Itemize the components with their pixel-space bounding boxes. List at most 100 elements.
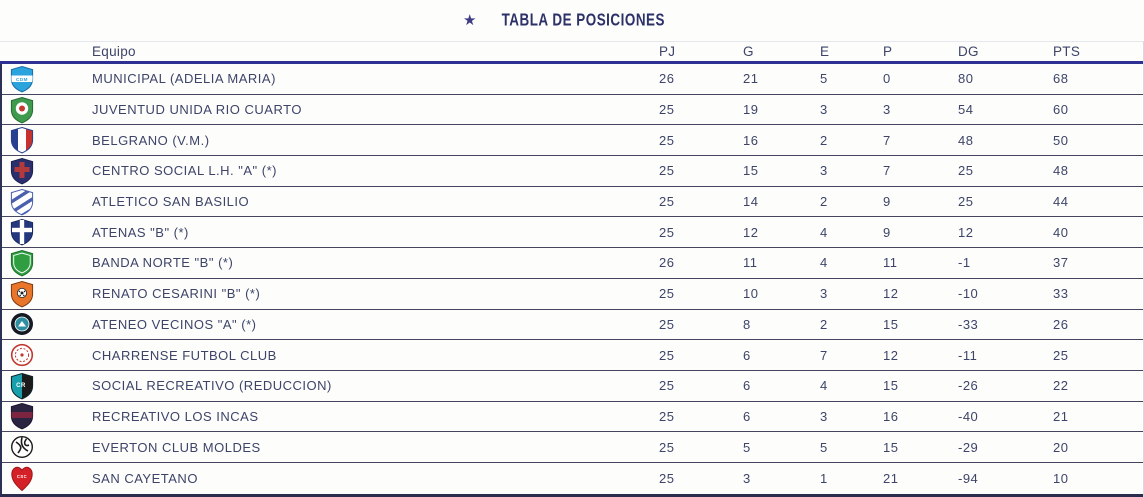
team-name: CENTRO SOCIAL L.H. "A" (*) <box>92 163 277 179</box>
cell-dg: 25 <box>958 163 974 179</box>
cell-pts: 68 <box>1053 71 1069 87</box>
table-row: ATENEO VECINOS "A" (*) 25 8 2 15 -33 26 <box>2 310 1143 341</box>
cell-dg: -1 <box>958 255 971 271</box>
team-name: ATENEO VECINOS "A" (*) <box>92 316 257 332</box>
table-row: CSC SAN CAYETANO 25 3 1 21 -94 10 <box>2 463 1143 494</box>
team-name: SAN CAYETANO <box>92 470 198 486</box>
cell-pj: 25 <box>659 102 675 118</box>
team-name: ATLETICO SAN BASILIO <box>92 194 250 210</box>
renato-cesarini-crest <box>2 280 92 308</box>
table-row: CDM MUNICIPAL (ADELIA MARIA) 26 21 5 0 80 68 <box>2 64 1143 95</box>
cell-pts: 33 <box>1053 286 1069 302</box>
table-row: ATENAS "B" (*) 25 12 4 9 12 40 <box>2 217 1143 249</box>
cell-dg: 54 <box>958 102 974 118</box>
standings-table: Equipo PJ G E P DG PTS CDM MUNICIPAL (ADELIA MA… <box>0 41 1144 497</box>
municipal-adelia-maria-crest: CDM <box>2 65 92 93</box>
column-header-e: E <box>820 44 830 59</box>
column-header-equipo: Equipo <box>92 44 136 59</box>
table-row: CR SOCIAL RECREATIVO (REDUCCION) 25 6 4 15 -26… <box>2 371 1143 402</box>
cell-p: 7 <box>883 132 891 148</box>
cell-p: 9 <box>883 194 891 210</box>
cell-pts: 37 <box>1053 255 1069 271</box>
cell-e: 2 <box>820 132 828 148</box>
banda-norte-crest <box>2 249 92 277</box>
table-row: JUVENTUD UNIDA RIO CUARTO 25 19 3 3 54 60 <box>2 95 1143 126</box>
cell-g: 10 <box>743 286 759 302</box>
cell-p: 15 <box>883 378 899 394</box>
table-row: RECREATIVO LOS INCAS 25 6 3 16 -40 21 <box>2 402 1143 433</box>
cell-g: 6 <box>743 347 751 363</box>
svg-text:CDM: CDM <box>16 77 28 82</box>
cell-p: 16 <box>883 408 899 424</box>
cell-g: 11 <box>743 255 758 271</box>
cell-p: 11 <box>883 255 898 271</box>
cell-pts: 44 <box>1053 194 1069 210</box>
cell-e: 5 <box>820 439 828 455</box>
cell-p: 12 <box>883 286 899 302</box>
cell-p: 12 <box>883 347 899 363</box>
team-name: ATENAS "B" (*) <box>92 224 189 240</box>
cell-pts: 25 <box>1053 347 1069 363</box>
cell-p: 3 <box>883 102 891 118</box>
column-header-pts: PTS <box>1053 44 1081 59</box>
team-name: CHARRENSE FUTBOL CLUB <box>92 347 277 363</box>
column-header-dg: DG <box>958 44 979 59</box>
cell-e: 4 <box>820 255 828 271</box>
cell-pj: 25 <box>659 408 675 424</box>
cell-pj: 25 <box>659 316 675 332</box>
belgrano-crest <box>2 126 92 154</box>
cell-pts: 50 <box>1053 132 1069 148</box>
cell-e: 3 <box>820 286 828 302</box>
cell-g: 8 <box>743 316 751 332</box>
table-header: Equipo PJ G E P DG PTS <box>0 42 1143 64</box>
cell-pj: 25 <box>659 163 675 179</box>
cell-pj: 25 <box>659 132 675 148</box>
cell-g: 19 <box>743 102 759 118</box>
cell-e: 1 <box>820 470 828 486</box>
team-name: EVERTON CLUB MOLDES <box>92 439 261 455</box>
cell-dg: -26 <box>958 378 979 394</box>
cell-dg: -29 <box>958 439 979 455</box>
charrense-crest <box>2 341 92 369</box>
team-name: BANDA NORTE "B" (*) <box>92 255 234 271</box>
cell-e: 4 <box>820 224 828 240</box>
cell-dg: -11 <box>958 347 978 363</box>
cell-e: 4 <box>820 378 828 394</box>
cell-dg: 12 <box>958 224 974 240</box>
table-row: EVERTON CLUB MOLDES 25 5 5 15 -29 20 <box>2 432 1143 463</box>
cell-pts: 40 <box>1053 224 1069 240</box>
cell-dg: 48 <box>958 132 974 148</box>
svg-text:CR: CR <box>16 383 26 389</box>
cell-g: 6 <box>743 408 751 424</box>
title-text: TABLA DE POSICIONES <box>502 10 666 30</box>
cell-dg: -10 <box>958 286 979 302</box>
cell-g: 3 <box>743 470 751 486</box>
cell-g: 14 <box>743 194 759 210</box>
cell-pts: 10 <box>1053 470 1069 486</box>
social-recreativo-crest: CR <box>2 372 92 400</box>
cell-pj: 25 <box>659 378 675 394</box>
cell-dg: -94 <box>958 470 979 486</box>
column-header-pj: PJ <box>659 44 676 59</box>
table-row: RENATO CESARINI "B" (*) 25 10 3 12 -10 33 <box>2 279 1143 310</box>
cell-dg: 25 <box>958 194 974 210</box>
cell-p: 21 <box>883 470 899 486</box>
cell-g: 21 <box>743 71 759 87</box>
cell-pj: 25 <box>659 194 675 210</box>
cell-g: 6 <box>743 378 751 394</box>
column-header-g: G <box>743 44 754 59</box>
team-name: RENATO CESARINI "B" (*) <box>92 286 261 302</box>
atenas-crest <box>2 218 92 246</box>
centro-social-crest <box>2 157 92 185</box>
team-name: BELGRANO (V.M.) <box>92 132 210 148</box>
page-title: ★ TABLA DE POSICIONES <box>0 0 1144 41</box>
cell-e: 5 <box>820 71 828 87</box>
cell-e: 2 <box>820 194 828 210</box>
cell-e: 3 <box>820 163 828 179</box>
cell-g: 16 <box>743 132 759 148</box>
team-name: SOCIAL RECREATIVO (REDUCCION) <box>92 378 332 394</box>
star-icon: ★ <box>463 12 477 29</box>
cell-p: 15 <box>883 439 899 455</box>
cell-pts: 48 <box>1053 163 1069 179</box>
cell-e: 2 <box>820 316 828 332</box>
